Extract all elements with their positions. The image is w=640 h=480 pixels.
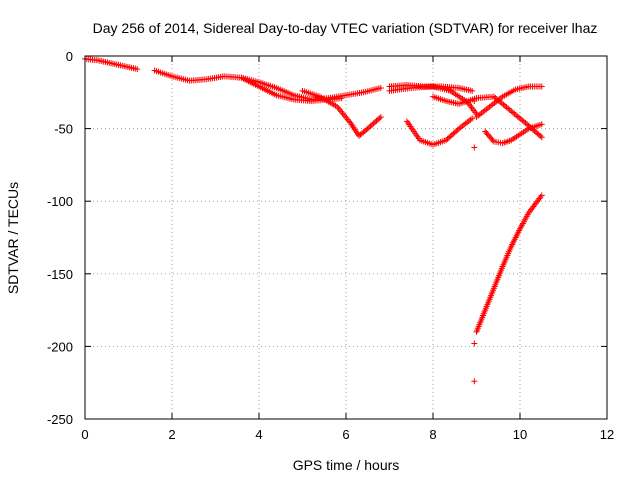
- data-point: [508, 108, 515, 115]
- data-point: [363, 126, 370, 133]
- data-point: [538, 192, 545, 199]
- data-point: [134, 66, 141, 73]
- data-point: [522, 120, 529, 127]
- data-point: [344, 116, 351, 123]
- data-point: [370, 120, 377, 127]
- data-point: [505, 105, 512, 112]
- data-point: [450, 130, 457, 137]
- data-point: [366, 124, 373, 131]
- data-point: [538, 134, 545, 141]
- x-tick-label: 0: [81, 427, 88, 442]
- data-point: [535, 131, 542, 138]
- y-tick-label: -200: [47, 339, 73, 354]
- y-tick-label: -50: [54, 122, 73, 137]
- data-point: [524, 121, 531, 128]
- data-point: [538, 83, 545, 90]
- x-tick-label: 4: [255, 427, 262, 442]
- y-tick-label: -100: [47, 194, 73, 209]
- data-point: [469, 87, 476, 94]
- data-point: [517, 116, 524, 123]
- data-point: [448, 132, 455, 139]
- data-point: [374, 116, 381, 123]
- data-point: [338, 108, 345, 115]
- data-point: [516, 114, 523, 121]
- data-point: [339, 110, 346, 117]
- data-point: [471, 98, 478, 105]
- data-point: [471, 144, 478, 151]
- x-tick-label: 8: [429, 427, 436, 442]
- y-tick-label: 0: [66, 49, 73, 64]
- x-axis-label: GPS time / hours: [293, 457, 400, 473]
- data-point: [444, 135, 451, 142]
- y-axis-label: SDTVAR / TECUs: [5, 182, 21, 294]
- y-tick-labels: 0 -50 -100 -150 -200 -250: [47, 49, 73, 427]
- grid-lines: [85, 56, 607, 419]
- data-point: [532, 129, 539, 136]
- data-point: [336, 107, 343, 114]
- data-point: [520, 118, 527, 125]
- data-point: [373, 117, 380, 124]
- data-point: [364, 125, 371, 132]
- data-point: [469, 115, 476, 122]
- data-point: [537, 133, 544, 140]
- x-tick-labels: 0 2 4 6 8 10 12: [81, 427, 614, 442]
- data-point: [454, 126, 461, 133]
- data-point: [509, 109, 516, 116]
- data-point: [519, 117, 526, 124]
- data-point: [514, 113, 521, 120]
- data-point: [506, 106, 513, 113]
- chart-title: Day 256 of 2014, Sidereal Day-to-day VTE…: [93, 20, 598, 36]
- data-point: [503, 104, 510, 111]
- data-point: [445, 134, 452, 141]
- data-point: [377, 113, 384, 120]
- data-point: [372, 119, 378, 126]
- data-point: [534, 130, 541, 137]
- data-point: [343, 115, 350, 121]
- data-point: [489, 137, 496, 144]
- data-point: [369, 121, 376, 128]
- data-point: [338, 95, 345, 102]
- data-point: [342, 113, 349, 120]
- data-point: [471, 340, 478, 347]
- y-tick-label: -150: [47, 267, 73, 282]
- data-point: [447, 133, 454, 140]
- data-point: [453, 128, 460, 135]
- x-tick-label: 6: [342, 427, 349, 442]
- axis-ticks: [84, 55, 608, 420]
- data-point: [501, 102, 508, 109]
- data-point: [443, 137, 450, 144]
- data-point: [513, 112, 520, 119]
- data-point: [511, 110, 518, 117]
- data-point: [451, 129, 458, 136]
- x-tick-label: 10: [513, 427, 527, 442]
- data-point: [376, 115, 383, 122]
- y-tick-label: -250: [47, 412, 73, 427]
- data-point: [335, 105, 342, 112]
- data-point: [367, 123, 374, 130]
- data-point: [377, 84, 384, 91]
- x-tick-label: 2: [168, 427, 175, 442]
- data-points: [82, 55, 545, 385]
- data-point: [471, 378, 478, 385]
- x-tick-label: 12: [600, 427, 614, 442]
- data-point: [538, 121, 545, 128]
- data-point: [500, 101, 507, 108]
